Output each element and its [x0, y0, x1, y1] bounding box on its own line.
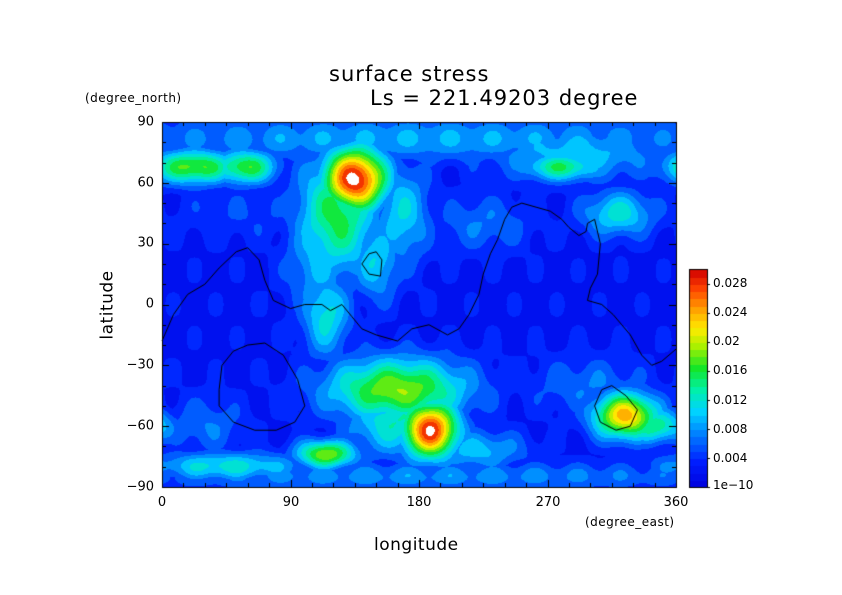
x-axis-label: longitude	[374, 535, 459, 555]
colorbar-tick-label: 0.008	[713, 422, 748, 436]
x-tick-label: 90	[282, 495, 300, 510]
colorbar-tick-label: 0.004	[713, 451, 748, 465]
y-tick-label: 60	[137, 175, 154, 191]
colorbar-tick-label: 1e−10	[713, 478, 754, 492]
chart-subtitle: Ls = 221.49203 degree	[370, 86, 639, 110]
y-axis-label: latitude	[97, 270, 118, 340]
colorbar-tick-label: 0.02	[713, 334, 740, 348]
x-tick-label: 360	[663, 495, 689, 510]
y-tick-label: −30	[126, 357, 154, 373]
x-tick-label: 180	[406, 495, 432, 510]
y-tick-label: 90	[137, 114, 154, 130]
colorbar-tick-label: 0.016	[713, 363, 748, 377]
x-tick-label: 0	[157, 495, 167, 510]
x-unit-label: (degree_east)	[585, 515, 675, 529]
y-tick-label: −60	[126, 418, 154, 434]
colorbar-tick-label: 0.028	[713, 276, 748, 290]
y-unit-label: (degree_north)	[85, 91, 182, 105]
chart-title: surface stress	[329, 62, 490, 86]
x-tick-label: 270	[535, 495, 561, 510]
y-tick-label: 0	[145, 296, 154, 312]
y-tick-label: −90	[126, 479, 154, 495]
colorbar-tick-label: 0.012	[713, 393, 748, 407]
colorbar-tick-label: 0.024	[713, 305, 748, 319]
y-tick-label: 30	[137, 235, 154, 251]
